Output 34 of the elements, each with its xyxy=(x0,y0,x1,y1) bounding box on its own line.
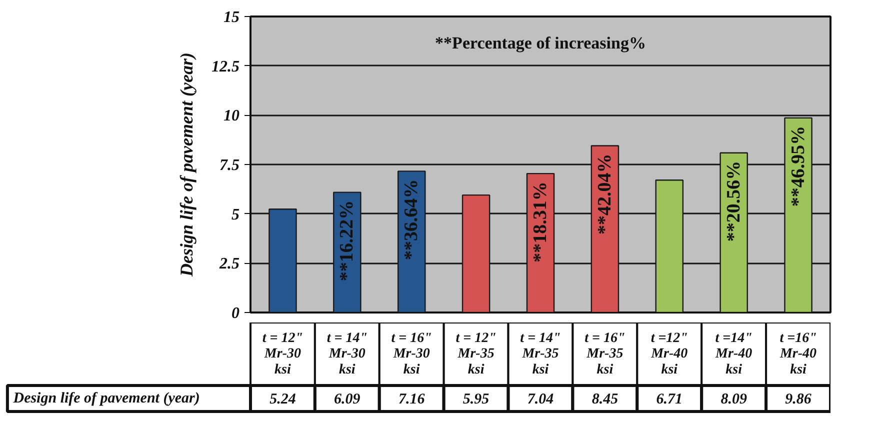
x-tick-label: t =12" Mr-40 ksi xyxy=(650,330,688,378)
data-label: 5.95 xyxy=(462,392,490,408)
data-label: 7.04 xyxy=(527,392,554,408)
y-tick-label: 2.5 xyxy=(218,256,240,273)
y-axis-title: Design life of pavement (year) xyxy=(12,390,200,406)
x-tick-label: t =14" Mr-40 ksi xyxy=(714,330,752,378)
data-label: 5.24 xyxy=(270,392,296,408)
annotation: **36.64% xyxy=(401,179,422,260)
annotation: **46.95% xyxy=(788,126,809,207)
annotation: **42.04% xyxy=(594,154,616,235)
x-tick-label: t = 12" Mr-30 ksi xyxy=(262,330,304,378)
annotation: **Percentage of increasing% xyxy=(435,34,646,53)
annotation: **20.56% xyxy=(723,160,744,242)
x-tick-label: t = 12" Mr-35 ksi xyxy=(456,330,496,378)
data-label: 7.16 xyxy=(398,392,426,408)
x-tick-label: t = 14" Mr-35 ksi xyxy=(520,330,561,378)
annotation: **18.31% xyxy=(530,182,551,262)
y-tick-label: 5 xyxy=(232,206,240,224)
x-tick-label: t = 16" Mr-35 ksi xyxy=(584,330,626,378)
x-tick-label: t = 16" Mr-30 ksi xyxy=(391,330,432,378)
y-tick-label: 7.5 xyxy=(220,157,240,174)
x-tick-label: t = 14" Mr-30 ksi xyxy=(326,330,368,378)
y-tick-label: 0 xyxy=(232,305,240,322)
data-label: 9.86 xyxy=(785,392,812,408)
y-tick-label: 12.5 xyxy=(212,58,240,76)
y-tick-label: 10 xyxy=(224,108,240,125)
annotation: **16.22% xyxy=(336,200,358,282)
data-label: 6.09 xyxy=(334,392,361,408)
x-tick-label: t =16" Mr-40 ksi xyxy=(779,330,817,378)
data-label: 8.45 xyxy=(592,392,619,408)
data-label: 6.71 xyxy=(656,392,683,408)
y-tick-label: 15 xyxy=(224,9,240,26)
data-label: 8.09 xyxy=(720,392,748,408)
text: Design life of pavement (year) xyxy=(176,52,196,278)
